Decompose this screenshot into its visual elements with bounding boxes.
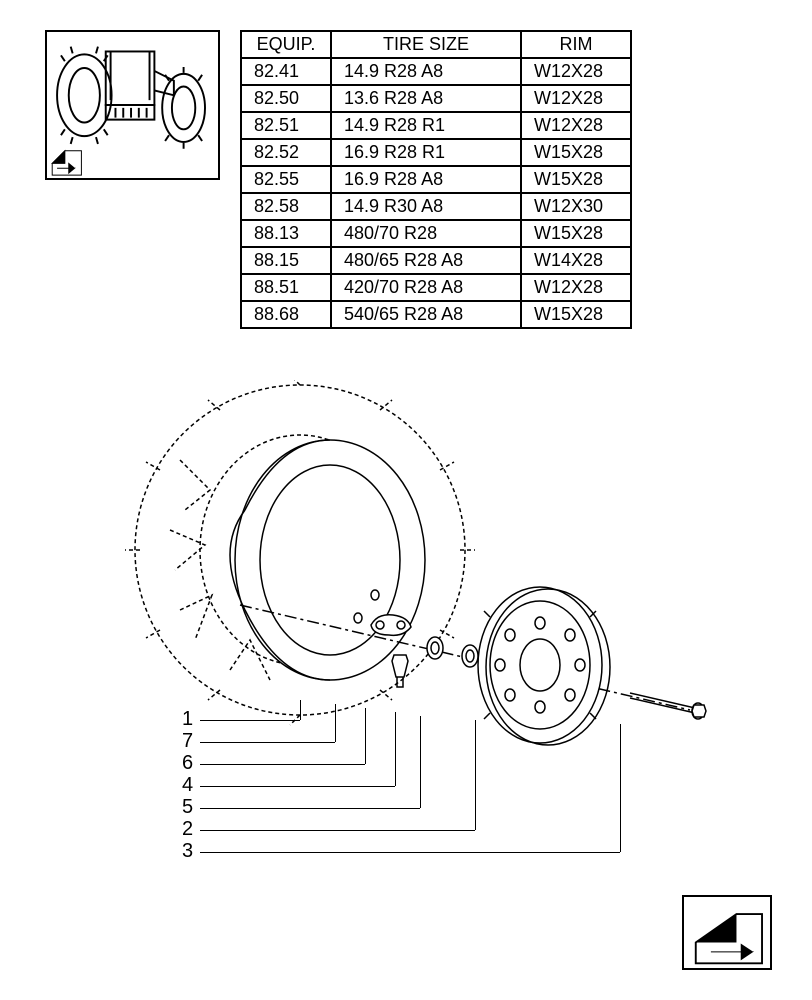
table-cell: W12X28 (521, 58, 631, 85)
callout-leader-tick (395, 712, 396, 786)
callout-number: 1 (182, 708, 193, 731)
table-row: 82.5814.9 R30 A8W12X30 (241, 193, 631, 220)
table-header-equip: EQUIP. (241, 31, 331, 58)
table-cell: 14.9 R30 A8 (331, 193, 521, 220)
table-cell: W12X30 (521, 193, 631, 220)
table-cell: 480/70 R28 (331, 220, 521, 247)
callout-leader-tick (420, 716, 421, 808)
table-cell: 480/65 R28 A8 (331, 247, 521, 274)
table-cell: W15X28 (521, 301, 631, 328)
callout-number: 2 (182, 818, 193, 841)
callout-leader-tick (475, 720, 476, 830)
table-cell: W12X28 (521, 112, 631, 139)
table-row: 88.15480/65 R28 A8W14X28 (241, 247, 631, 274)
table-row: 82.5216.9 R28 R1W15X28 (241, 139, 631, 166)
callout-number: 7 (182, 730, 193, 753)
table-cell: 14.9 R28 A8 (331, 58, 521, 85)
table-cell: 13.6 R28 A8 (331, 85, 521, 112)
table-cell: 82.52 (241, 139, 331, 166)
table-cell: W15X28 (521, 139, 631, 166)
table-cell: 540/65 R28 A8 (331, 301, 521, 328)
callout-leader-tick (620, 724, 621, 852)
callout-leader-tick (300, 700, 301, 720)
table-cell: W12X28 (521, 85, 631, 112)
callout-number: 6 (182, 752, 193, 775)
callout-number: 5 (182, 796, 193, 819)
table-row: 88.51420/70 R28 A8W12X28 (241, 274, 631, 301)
table-cell: 82.50 (241, 85, 331, 112)
table-row: 88.68540/65 R28 A8W15X28 (241, 301, 631, 328)
table-cell: W15X28 (521, 166, 631, 193)
table-row: 88.13480/70 R28W15X28 (241, 220, 631, 247)
callout-leader-line (200, 720, 300, 721)
table-cell: 16.9 R28 A8 (331, 166, 521, 193)
table-cell: 88.68 (241, 301, 331, 328)
table-cell: 88.51 (241, 274, 331, 301)
table-row: 82.4114.9 R28 A8W12X28 (241, 58, 631, 85)
callout-leader-tick (335, 704, 336, 742)
table-row: 82.5516.9 R28 A8W15X28 (241, 166, 631, 193)
return-icon (682, 895, 772, 970)
table-cell: 16.9 R28 R1 (331, 139, 521, 166)
exploded-wheel-diagram (100, 380, 750, 900)
table-cell: 88.15 (241, 247, 331, 274)
callout-leader-line (200, 852, 620, 853)
callout-leader-line (200, 808, 420, 809)
table-header-rim: RIM (521, 31, 631, 58)
callout-leader-line (200, 786, 395, 787)
table-cell: 82.55 (241, 166, 331, 193)
tractor-thumbnail (45, 30, 220, 180)
table-cell: W15X28 (521, 220, 631, 247)
tire-spec-table: EQUIP. TIRE SIZE RIM 82.4114.9 R28 A8W12… (240, 30, 632, 329)
table-header-tire: TIRE SIZE (331, 31, 521, 58)
table-cell: 14.9 R28 R1 (331, 112, 521, 139)
table-cell: W12X28 (521, 274, 631, 301)
callout-leader-line (200, 742, 335, 743)
table-cell: W14X28 (521, 247, 631, 274)
table-row: 82.5114.9 R28 R1W12X28 (241, 112, 631, 139)
callout-leader-line (200, 764, 365, 765)
callout-leader-tick (365, 708, 366, 764)
callout-number: 3 (182, 840, 193, 863)
table-cell: 82.41 (241, 58, 331, 85)
callout-leader-line (200, 830, 475, 831)
table-cell: 88.13 (241, 220, 331, 247)
table-row: 82.5013.6 R28 A8W12X28 (241, 85, 631, 112)
table-cell: 420/70 R28 A8 (331, 274, 521, 301)
table-cell: 82.58 (241, 193, 331, 220)
table-cell: 82.51 (241, 112, 331, 139)
callout-number: 4 (182, 774, 193, 797)
